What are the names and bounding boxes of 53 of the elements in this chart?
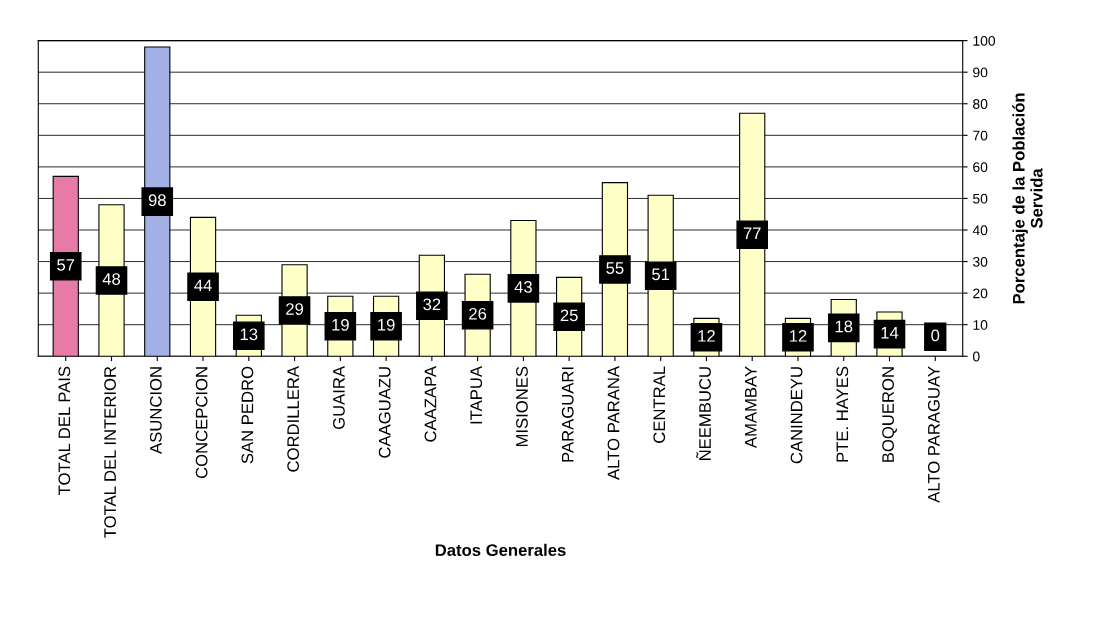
x-tick-label: TOTAL DEL PAIS bbox=[58, 366, 71, 495]
data-label: 48 bbox=[102, 273, 121, 285]
x-axis-title: Datos Generales bbox=[435, 543, 566, 557]
data-label: 98 bbox=[148, 194, 166, 207]
x-tick-label: CAAGUAZU bbox=[378, 367, 391, 458]
data-label: 32 bbox=[423, 298, 441, 311]
data-label: 19 bbox=[378, 318, 395, 331]
x-tick-label: ALTO PARANA bbox=[607, 366, 620, 480]
data-label: 12 bbox=[789, 329, 807, 342]
x-tick-label: GUAIRA bbox=[333, 366, 345, 430]
data-label: 77 bbox=[743, 227, 761, 240]
data-label: 25 bbox=[560, 309, 578, 322]
y-tick-label: 10 bbox=[973, 320, 988, 330]
data-label: 18 bbox=[835, 320, 853, 333]
data-label: 14 bbox=[881, 327, 899, 339]
y-tick-label: 40 bbox=[972, 225, 988, 236]
data-label: 19 bbox=[332, 318, 349, 331]
y-tick-label: 80 bbox=[973, 99, 988, 109]
x-tick-label: CAAZAPA bbox=[424, 366, 437, 442]
x-tick-label: SAN PEDRO bbox=[241, 366, 254, 464]
data-label: 29 bbox=[286, 303, 304, 315]
y-axis-title: Porcentaje de la Población Servida bbox=[1012, 93, 1043, 304]
x-tick-label: BOQUERON bbox=[882, 367, 897, 462]
x-tick-label: CONCEPCION bbox=[195, 367, 208, 479]
y-tick-label: 90 bbox=[973, 67, 988, 78]
x-tick-label: CORDILLERA bbox=[287, 366, 300, 472]
x-tick-label: ITAPUA bbox=[470, 366, 483, 424]
x-tick-label: TOTAL DEL INTERIOR bbox=[104, 366, 116, 538]
data-label: 0 bbox=[931, 329, 940, 342]
data-label: 57 bbox=[57, 259, 75, 271]
x-tick-label: ALTO PARAGUAY bbox=[927, 366, 940, 503]
data-label: 12 bbox=[698, 329, 715, 342]
data-label: 13 bbox=[240, 328, 258, 341]
y-tick-label: 20 bbox=[973, 288, 988, 299]
x-tick-label: AMAMBAY bbox=[745, 366, 757, 449]
data-label: 44 bbox=[194, 279, 212, 292]
x-tick-label: CENTRAL bbox=[653, 366, 666, 443]
data-label: 51 bbox=[652, 268, 670, 281]
y-tick-label: 60 bbox=[973, 162, 988, 173]
data-label: 26 bbox=[469, 307, 487, 320]
x-tick-label: CANINDEYU bbox=[790, 367, 803, 464]
x-tick-label: MISIONES bbox=[516, 366, 528, 447]
y-tick-label: 100 bbox=[973, 35, 996, 46]
x-tick-label: ÑEEMBUCU bbox=[696, 367, 711, 460]
data-label: 55 bbox=[606, 262, 624, 274]
y-tick-label: 50 bbox=[973, 193, 988, 204]
y-tick-label: 30 bbox=[972, 256, 988, 267]
x-tick-label: PARAGUARI bbox=[561, 367, 574, 462]
data-label: 43 bbox=[514, 281, 532, 293]
x-tick-label: PTE. HAYES bbox=[836, 366, 849, 462]
x-tick-label: ASUNCION bbox=[149, 367, 162, 454]
y-tick-label: 70 bbox=[973, 130, 988, 141]
y-tick-label: 0 bbox=[972, 351, 980, 362]
